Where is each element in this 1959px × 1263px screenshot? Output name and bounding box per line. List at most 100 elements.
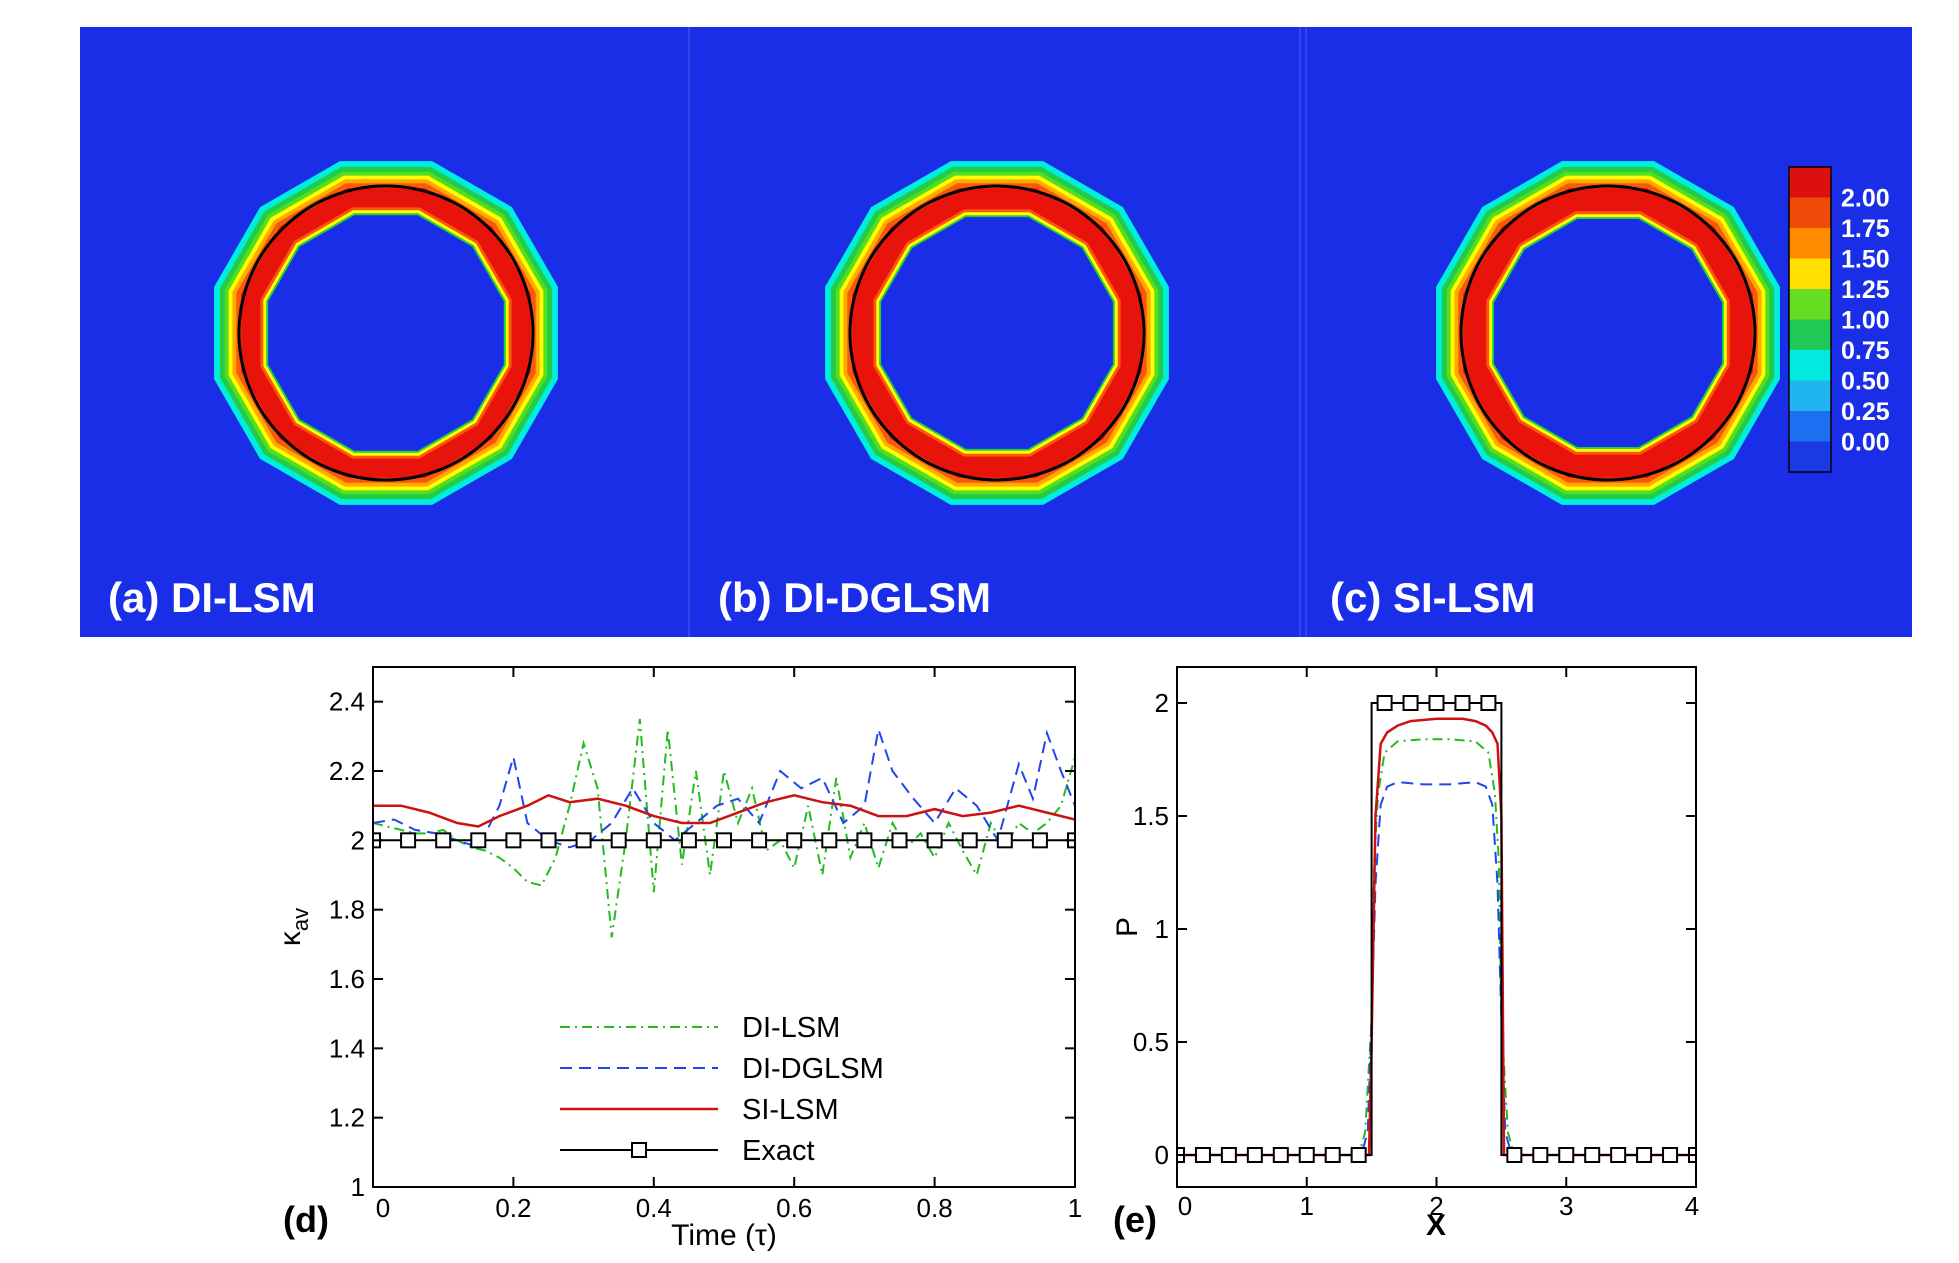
exact-marker (1246, 1147, 1263, 1163)
y-tick-label: 2.4 (329, 687, 365, 717)
colorbar-swatch (1789, 167, 1831, 198)
y-tick-label: 1 (1155, 914, 1169, 944)
contour-ring-di-dglsm (825, 161, 1169, 505)
colorbar-swatch (1789, 228, 1831, 259)
exact-interface-circle (1459, 184, 1757, 482)
exact-marker (610, 832, 627, 849)
exact-marker (1506, 1147, 1523, 1163)
exact-marker (1376, 695, 1393, 711)
colorbar-swatch (1789, 289, 1831, 320)
exact-interface-circle (237, 184, 535, 482)
chart-e-ticks: 0 1 2 3 4 0 0.5 1 1.5 2 (1133, 667, 1699, 1221)
exact-marker (1558, 1147, 1575, 1163)
x-tick-label: 1 (1068, 1193, 1082, 1223)
y-tick-label: 1.8 (329, 895, 365, 925)
chart-e-xlabel: X (1426, 1209, 1446, 1242)
profile-line-1 (1177, 781, 1696, 1156)
x-tick-label: 4 (1685, 1191, 1699, 1221)
x-tick-label: 0 (376, 1193, 390, 1223)
colorbar-label: 1.75 (1841, 215, 1890, 243)
y-tick-label: 0.5 (1133, 1027, 1169, 1057)
colorbar-swatch (1789, 319, 1831, 350)
panel-label-a: (a) DI-LSM (108, 574, 316, 621)
colorbar-frame (1788, 166, 1832, 473)
legend-label: SI-LSM (742, 1094, 839, 1126)
panel-label-c: (c) SI-LSM (1330, 574, 1535, 621)
exact-marker (716, 832, 732, 849)
x-tick-label: 2 (1429, 1191, 1443, 1221)
exact-marker (540, 832, 557, 849)
y-tick-label: 2.2 (329, 756, 365, 786)
exact-marker (996, 832, 1013, 849)
y-tick-label: 1.6 (329, 964, 365, 994)
exact-marker (1350, 1147, 1367, 1163)
exact-marker (1584, 1147, 1601, 1163)
exact-marker (926, 832, 943, 849)
exact-marker (505, 832, 522, 849)
exact-marker (1454, 695, 1471, 711)
x-tick-label: 0.2 (495, 1193, 531, 1223)
colorbar-swatch (1789, 380, 1831, 411)
exact-marker (1220, 1147, 1237, 1163)
exact-marker (680, 832, 697, 849)
legend-label: Exact (742, 1135, 815, 1167)
contour-panel: (a) DI-LSM (b) DI-DGLSM (c) SI-LSM 2.001… (80, 27, 1912, 637)
x-tick-label: 0.6 (776, 1193, 812, 1223)
colorbar-swatch (1789, 197, 1831, 228)
colorbar-label: 2.00 (1841, 185, 1890, 213)
exact-marker (435, 832, 452, 849)
colorbar-label: 0.25 (1841, 398, 1890, 426)
y-tick-label: 1.5 (1133, 801, 1169, 831)
x-tick-label: 1 (1300, 1191, 1314, 1221)
y-tick-label: 2 (351, 825, 365, 855)
exact-marker (751, 832, 768, 849)
exact-marker (1031, 832, 1048, 849)
colorbar-label: 0.00 (1841, 429, 1890, 457)
exact-marker (1272, 1147, 1289, 1163)
colorbar-label: 0.75 (1841, 337, 1890, 365)
colorbar-label: 0.50 (1841, 368, 1890, 396)
colorbar-swatch (1789, 441, 1831, 472)
chart-e-ylabel: P (1111, 917, 1144, 937)
exact-marker (856, 832, 873, 849)
colorbar-swatch (1789, 258, 1831, 289)
x-tick-label: 0 (1178, 1191, 1192, 1221)
exact-marker (1532, 1147, 1549, 1163)
exact-marker (1636, 1147, 1653, 1163)
y-tick-label: 0 (1155, 1140, 1169, 1170)
exact-marker (470, 832, 487, 849)
y-tick-label: 1.2 (329, 1103, 365, 1133)
exact-marker (1480, 695, 1497, 711)
exact-interface-circle (848, 184, 1146, 482)
contour-ring-si-lsm (1436, 161, 1780, 505)
contour-ring-di-lsm (214, 161, 558, 505)
chart-e: 0 1 2 3 4 0 0.5 1 1.5 2 X P (e) (1111, 666, 1699, 1242)
exact-marker (1298, 1147, 1315, 1163)
colorbar-swatch (1789, 350, 1831, 381)
legend-marker (631, 1142, 647, 1158)
chart-d-panel-label: (d) (283, 1199, 329, 1240)
colorbar-label: 1.25 (1841, 276, 1890, 304)
panel-label-b: (b) DI-DGLSM (718, 574, 991, 621)
exact-marker (821, 832, 838, 849)
legend-label: DI-DGLSM (742, 1053, 884, 1085)
exact-marker (1610, 1147, 1627, 1163)
series-line-di-lsm (373, 718, 1075, 938)
exact-marker (1194, 1147, 1211, 1163)
profile-line-2 (1177, 717, 1696, 1157)
chart-e-panel-label: (e) (1113, 1199, 1157, 1240)
exact-marker (575, 832, 592, 849)
chart-d-series (373, 718, 1075, 938)
y-tick-label: 1 (351, 1172, 365, 1202)
contour-band (881, 217, 1113, 449)
chart-d: 0 0.2 0.4 0.6 0.8 1 1 1.2 1.4 1.6 1.8 2 2.2 2.4 DI-LS… (274, 666, 1082, 1252)
exact-marker (961, 832, 978, 849)
y-tick-label: 1.4 (329, 1033, 365, 1063)
chart-d-xlabel: Time (τ) (671, 1219, 777, 1252)
exact-marker (1662, 1147, 1679, 1163)
series-line-di-dglsm (373, 725, 1075, 849)
colorbar: 2.001.75 1.501.25 1.000.75 0.500.25 0.00 (1788, 166, 1890, 473)
exact-marker (891, 832, 908, 849)
chart-d-ticks: 0 0.2 0.4 0.6 0.8 1 1 1.2 1.4 1.6 1.8 2 2.2 2.4 (329, 667, 1082, 1223)
